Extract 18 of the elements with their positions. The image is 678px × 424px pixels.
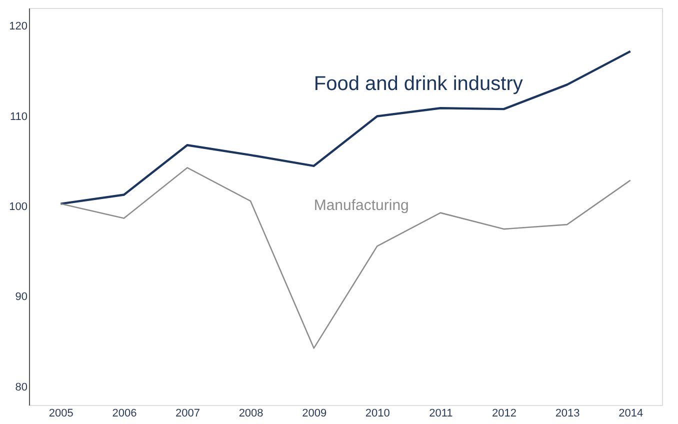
line-series <box>60 167 631 349</box>
x-tick-label: 2010 <box>365 408 390 420</box>
series-label: Manufacturing <box>314 196 409 214</box>
x-tick-label: 2008 <box>238 408 264 420</box>
x-tick-label: 2014 <box>618 408 644 420</box>
x-tick-label: 2011 <box>429 408 453 420</box>
x-tick-label: 2012 <box>492 408 516 420</box>
y-tick-label: 90 <box>15 291 28 304</box>
y-tick-label: 110 <box>10 110 28 123</box>
series-label: Food and drink industry <box>314 73 523 96</box>
x-tick-label: 2006 <box>112 408 137 420</box>
x-tick-label: 2005 <box>48 408 74 420</box>
y-tick-label: 100 <box>9 201 28 213</box>
y-tick-label: 80 <box>15 381 28 394</box>
x-tick-label: 2009 <box>302 408 327 420</box>
y-tick-label: 120 <box>9 20 28 33</box>
x-tick-label: 2013 <box>555 408 580 420</box>
x-tick-label: 2007 <box>176 408 200 420</box>
